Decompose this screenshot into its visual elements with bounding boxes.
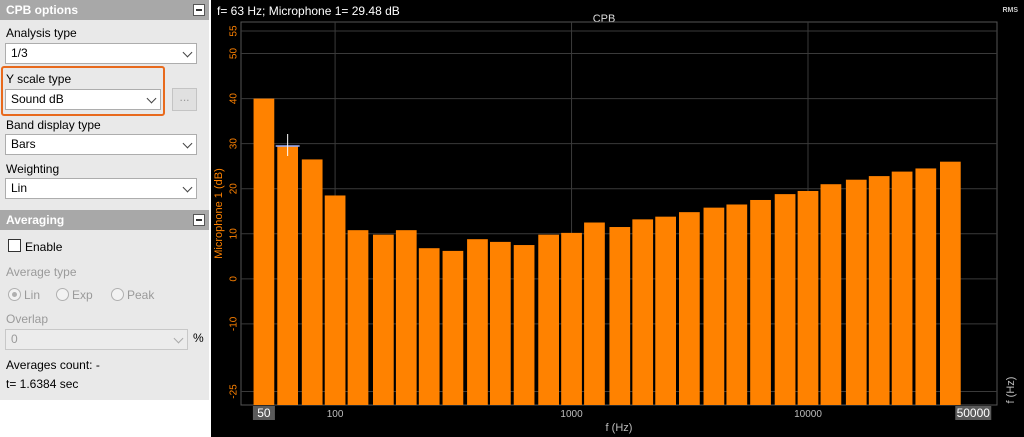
cpb-bar: [750, 199, 771, 405]
x-tick-label: 10000: [794, 409, 822, 420]
cpb-options-header[interactable]: CPB options: [0, 0, 209, 20]
enable-averaging-checkbox[interactable]: [8, 239, 21, 252]
cpb-bar: [347, 230, 369, 405]
cursor-readout: f= 63 Hz; Microphone 1= 29.48 dB: [217, 4, 400, 18]
cpb-bar: [726, 204, 748, 405]
average-type-peak-label: Peak: [127, 288, 155, 302]
x-tick-label: 50: [257, 406, 271, 420]
chevron-down-icon: [182, 47, 193, 58]
overlap-unit: %: [193, 331, 204, 345]
y-tick-label: -10: [229, 316, 240, 331]
overlap-select[interactable]: 0: [5, 329, 188, 350]
analysis-type-label: Analysis type: [6, 26, 77, 40]
cpb-bar: [561, 232, 582, 405]
x-tick-label: 100: [327, 409, 344, 420]
cpb-bar: [395, 230, 417, 405]
y-tick-label: 40: [229, 93, 240, 105]
cpb-bar: [845, 179, 867, 405]
cpb-bar: [655, 216, 677, 405]
x-tick-label: 50000: [957, 406, 991, 420]
y-tick-label: 30: [229, 138, 240, 150]
weighting-label: Weighting: [6, 162, 60, 176]
analysis-type-value: 1/3: [11, 46, 28, 60]
cpb-bar: [868, 176, 890, 405]
y-tick-label: 10: [229, 228, 240, 240]
cpb-bar: [584, 222, 605, 405]
cpb-bar: [797, 190, 819, 405]
cpb-bar: [820, 184, 842, 405]
y-tick-label: -25: [229, 384, 240, 399]
cpb-bar: [513, 245, 535, 405]
cpb-bar: [891, 171, 913, 405]
y-scale-type-select[interactable]: Sound dB: [5, 89, 161, 110]
cpb-bar: [632, 219, 654, 405]
cpb-bar: [490, 241, 511, 405]
average-type-lin-radio[interactable]: [8, 288, 21, 301]
y-tick-label: 55: [229, 25, 240, 37]
cpb-bar: [467, 239, 488, 405]
cpb-bar: [253, 98, 275, 405]
analysis-type-select[interactable]: 1/3: [5, 43, 197, 64]
cpb-bar: [418, 248, 440, 405]
cpb-bar: [538, 234, 559, 405]
weighting-value: Lin: [11, 181, 28, 195]
x-unit-label: f (Hz): [1005, 377, 1017, 404]
weighting-select[interactable]: Lin: [5, 178, 197, 199]
overlap-label: Overlap: [6, 312, 49, 326]
cpb-options-title: CPB options: [6, 3, 78, 17]
left-panel: CPB options Analysis type 1/3 Y scale ty…: [0, 0, 209, 400]
y-tick-label: 20: [229, 183, 240, 195]
rms-label: RMS: [1002, 7, 1018, 14]
x-tick-label: 1000: [560, 409, 583, 420]
average-type-label: Average type: [6, 265, 77, 279]
band-display-type-value: Bars: [11, 137, 36, 151]
average-type-exp-radio[interactable]: [56, 288, 69, 301]
chevron-down-icon: [146, 93, 157, 104]
averages-count: Averages count: -: [6, 358, 100, 372]
cpb-bar: [609, 227, 631, 405]
collapse-cpb-options-icon[interactable]: [193, 4, 205, 16]
cpb-bar: [372, 234, 394, 405]
chevron-down-icon: [173, 333, 184, 344]
cpb-bar: [679, 212, 700, 405]
cpb-bar: [277, 145, 299, 406]
elapsed-time: t= 1.6384 sec: [6, 377, 79, 391]
cpb-bar: [324, 195, 346, 405]
chevron-down-icon: [182, 138, 193, 149]
y-scale-highlight: [1, 66, 165, 116]
y-scale-more-button[interactable]: ...: [172, 88, 197, 111]
x-tick-box: [252, 406, 275, 420]
collapse-averaging-icon[interactable]: [193, 214, 205, 226]
overlap-value: 0: [11, 332, 18, 346]
band-display-type-label: Band display type: [6, 118, 101, 132]
y-scale-type-value: Sound dB: [11, 92, 64, 106]
y-tick-label: 0: [229, 276, 240, 282]
y-axis-label: Microphone 1 (dB): [213, 168, 225, 259]
cpb-bar: [301, 159, 323, 405]
cpb-bar: [442, 250, 464, 405]
cpb-bar: [939, 161, 961, 405]
cpb-bar: [915, 168, 937, 405]
band-display-type-select[interactable]: Bars: [5, 134, 197, 155]
averaging-title: Averaging: [6, 213, 65, 227]
cpb-bar: [774, 194, 796, 405]
cpb-bar: [703, 207, 725, 405]
x-axis-label: f (Hz): [606, 422, 633, 434]
average-type-exp-label: Exp: [72, 288, 93, 302]
average-type-peak-radio[interactable]: [111, 288, 124, 301]
enable-label: Enable: [25, 240, 63, 254]
x-tick-box: [955, 406, 992, 420]
average-type-lin-label: Lin: [24, 288, 41, 302]
y-tick-label: 50: [229, 48, 240, 60]
averaging-header[interactable]: Averaging: [0, 210, 209, 230]
cpb-chart[interactable]: f= 63 Hz; Microphone 1= 29.48 dB CPB RMS…: [211, 0, 1024, 437]
chevron-down-icon: [182, 182, 193, 193]
y-scale-type-label: Y scale type: [6, 72, 72, 86]
